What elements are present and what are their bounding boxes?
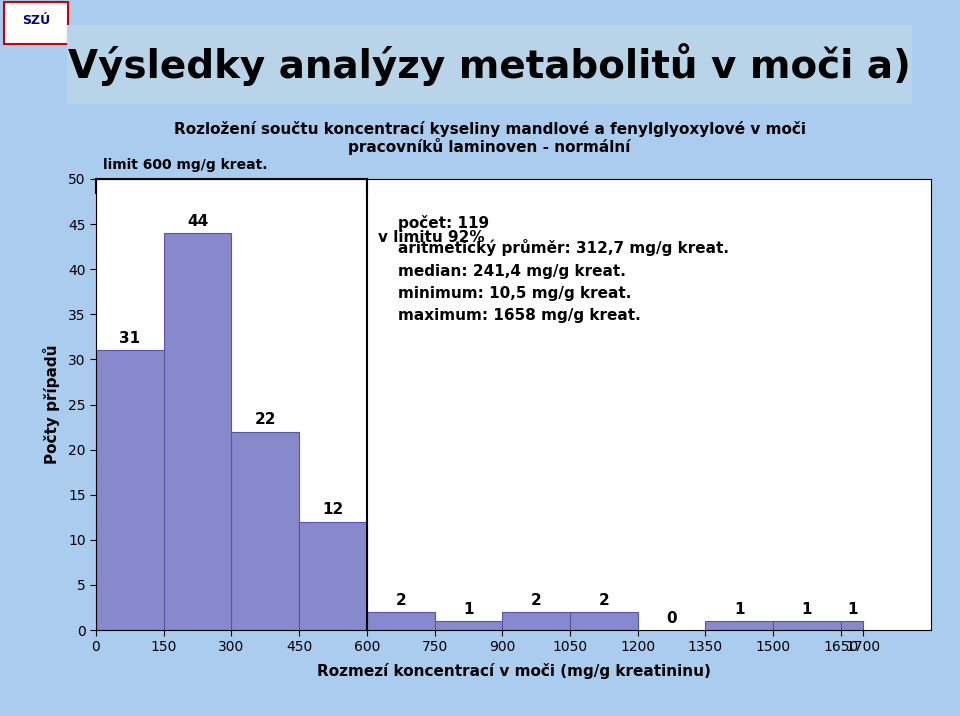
- Y-axis label: Počty případů: Počty případů: [42, 345, 60, 464]
- Text: počet: 119
aritmetický průměr: 312,7 mg/g kreat.
median: 241,4 mg/g kreat.
minim: počet: 119 aritmetický průměr: 312,7 mg/…: [398, 215, 730, 323]
- Bar: [773, 621, 841, 630]
- Bar: [96, 350, 164, 630]
- Bar: [231, 432, 300, 630]
- Text: 2: 2: [531, 593, 541, 607]
- Bar: [706, 621, 773, 630]
- Text: SZÚ: SZÚ: [22, 14, 50, 27]
- Text: 31: 31: [119, 331, 140, 346]
- Text: 12: 12: [323, 503, 344, 517]
- Text: v limitu 92%: v limitu 92%: [378, 230, 485, 245]
- Text: Rozložení součtu koncentrací kyseliny mandlové a fenylglyoxylové v moči: Rozložení součtu koncentrací kyseliny ma…: [174, 121, 805, 137]
- Text: 0: 0: [666, 611, 677, 626]
- Text: Výsledky analýzy metabolitů v moči a): Výsledky analýzy metabolitů v moči a): [68, 43, 911, 86]
- Bar: [367, 612, 435, 630]
- Bar: [435, 621, 502, 630]
- Bar: [164, 233, 231, 630]
- Bar: [300, 522, 367, 630]
- Bar: [570, 612, 637, 630]
- Text: 2: 2: [598, 593, 610, 607]
- Text: 44: 44: [187, 213, 208, 228]
- X-axis label: Rozmezí koncentrací v moči (mg/g kreatininu): Rozmezí koncentrací v moči (mg/g kreatin…: [317, 663, 710, 679]
- Bar: [502, 612, 570, 630]
- Text: 1: 1: [464, 601, 473, 616]
- Text: 2: 2: [396, 593, 406, 607]
- Bar: [841, 621, 863, 630]
- Text: 22: 22: [254, 412, 276, 427]
- Text: 1: 1: [802, 601, 812, 616]
- Text: pracovníků laminoven - normální: pracovníků laminoven - normální: [348, 138, 631, 155]
- Text: limit 600 mg/g kreat.: limit 600 mg/g kreat.: [103, 158, 267, 172]
- Text: 1: 1: [734, 601, 745, 616]
- Text: 1: 1: [847, 601, 857, 616]
